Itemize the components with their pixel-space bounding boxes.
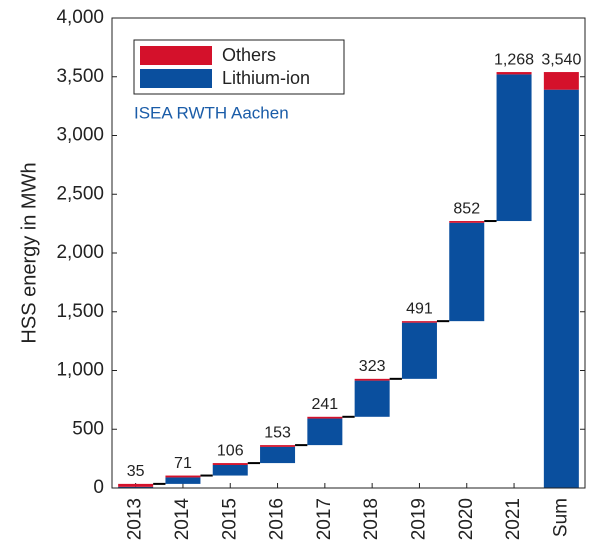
bar-segment bbox=[165, 477, 201, 484]
legend-swatch bbox=[140, 69, 212, 88]
x-tick-label: 2020 bbox=[456, 498, 477, 540]
bar-segment bbox=[496, 72, 532, 75]
x-tick-label: 2017 bbox=[314, 498, 335, 540]
y-tick-label: 4,000 bbox=[56, 7, 104, 28]
y-tick-label: 2,500 bbox=[56, 183, 104, 204]
bar-segment bbox=[165, 475, 201, 478]
x-tick-label: 2021 bbox=[503, 498, 524, 540]
y-tick-label: 1,500 bbox=[56, 301, 104, 322]
bar-segment bbox=[401, 321, 437, 323]
y-axis-label: HSS energy in MWh bbox=[18, 162, 40, 343]
x-tick-label: 2018 bbox=[361, 498, 382, 540]
y-tick-label: 3,000 bbox=[56, 125, 104, 146]
bar-segment bbox=[212, 463, 248, 465]
bar-segment bbox=[260, 445, 296, 447]
data-label: 153 bbox=[264, 424, 291, 441]
data-label: 3,540 bbox=[541, 51, 581, 68]
y-tick-label: 1,000 bbox=[56, 360, 104, 381]
legend-swatch bbox=[140, 46, 212, 65]
data-label: 323 bbox=[359, 358, 386, 375]
x-tick-label: Sum bbox=[550, 498, 571, 537]
plot-frame bbox=[111, 17, 586, 489]
x-tick-label: 2019 bbox=[408, 498, 429, 540]
bar-segment bbox=[496, 74, 532, 222]
bar-segment bbox=[118, 483, 154, 487]
data-label: 35 bbox=[127, 463, 145, 480]
bar-segment bbox=[543, 89, 579, 489]
data-label: 241 bbox=[311, 396, 338, 413]
bar-segment bbox=[543, 72, 579, 90]
y-tick-label: 0 bbox=[93, 477, 104, 498]
legend-label: Lithium-ion bbox=[222, 68, 310, 88]
bar-segment bbox=[212, 464, 248, 476]
data-label: 852 bbox=[453, 200, 480, 217]
data-label: 106 bbox=[217, 442, 244, 459]
x-tick-label: 2015 bbox=[219, 498, 240, 540]
annotation: ISEA RWTH Aachen bbox=[134, 103, 289, 122]
y-tick-label: 2,000 bbox=[56, 242, 104, 263]
bar-segment bbox=[307, 416, 343, 419]
y-tick-label: 3,500 bbox=[56, 66, 104, 87]
bar-segment bbox=[449, 221, 485, 223]
bar-segment bbox=[354, 378, 390, 381]
data-label: 71 bbox=[174, 455, 192, 472]
x-tick-label: 2016 bbox=[267, 498, 288, 540]
data-label: 1,268 bbox=[494, 51, 534, 68]
bar-segment bbox=[449, 222, 485, 322]
legend-label: Others bbox=[222, 45, 276, 65]
y-tick-label: 500 bbox=[72, 418, 104, 439]
bar-segment bbox=[260, 446, 296, 464]
bar-segment bbox=[401, 322, 437, 379]
data-label: 491 bbox=[406, 300, 433, 317]
bar-segment bbox=[354, 380, 390, 417]
x-tick-label: 2014 bbox=[172, 498, 193, 541]
x-tick-label: 2013 bbox=[125, 498, 146, 540]
bar-segment bbox=[307, 418, 343, 446]
bar-segment bbox=[118, 486, 154, 488]
